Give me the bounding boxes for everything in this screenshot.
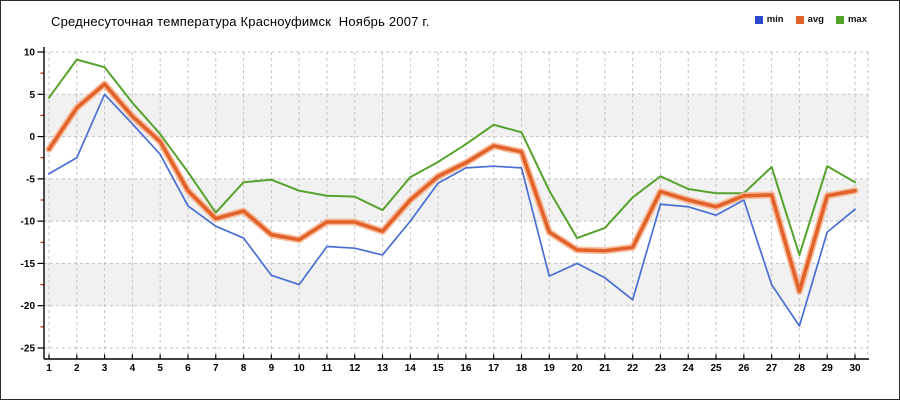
x-tick-label: 26 xyxy=(738,363,750,374)
legend-item-min: min xyxy=(754,14,784,25)
x-tick-label: 3 xyxy=(102,363,108,374)
legend-item-max: max xyxy=(835,14,867,25)
y-tick-label: 5 xyxy=(29,90,35,101)
x-tick-label: 12 xyxy=(349,363,361,374)
x-tick-label: 16 xyxy=(460,363,472,374)
legend: min avg max xyxy=(754,14,867,25)
x-tick-label: 5 xyxy=(157,363,163,374)
x-tick-label: 21 xyxy=(599,363,611,374)
x-tick-label: 4 xyxy=(130,363,136,374)
chart-title: Среднесуточная температура Красноуфимск … xyxy=(51,14,430,29)
series-max-line xyxy=(48,58,856,256)
x-tick-label: 30 xyxy=(849,363,861,374)
x-tick-label: 18 xyxy=(516,363,528,374)
x-tick-label: 6 xyxy=(185,363,191,374)
x-tick-label: 14 xyxy=(405,363,417,374)
x-tick-label: 28 xyxy=(794,363,806,374)
x-tick-label: 22 xyxy=(627,363,639,374)
x-tick-label: 11 xyxy=(322,363,333,374)
x-tick-label: 25 xyxy=(710,363,722,374)
x-tick-label: 15 xyxy=(433,363,445,374)
x-tick-label: 9 xyxy=(269,363,275,374)
legend-label-max: max xyxy=(847,14,867,25)
y-tick-label: -10 xyxy=(21,217,36,228)
series-min-line xyxy=(48,93,856,327)
y-tick-label: -5 xyxy=(26,174,35,185)
y-tick-label: -15 xyxy=(21,259,36,270)
x-tick-label: 29 xyxy=(822,363,834,374)
max-swatch-icon xyxy=(835,15,844,24)
y-tick-label: -25 xyxy=(21,344,36,355)
x-tick-label: 1 xyxy=(46,363,52,374)
legend-label-min: min xyxy=(766,14,784,25)
x-tick-label: 10 xyxy=(294,363,306,374)
x-tick-label: 7 xyxy=(213,363,219,374)
legend-label-avg: avg xyxy=(807,14,824,25)
y-tick-label: -20 xyxy=(21,301,36,312)
x-tick-label: 13 xyxy=(377,363,389,374)
x-tick-label: 8 xyxy=(241,363,247,374)
x-tick-label: 17 xyxy=(488,363,500,374)
band xyxy=(44,263,868,306)
x-tick-label: 24 xyxy=(683,363,695,374)
legend-item-avg: avg xyxy=(795,14,824,25)
y-tick-label: 10 xyxy=(24,48,36,59)
x-tick-label: 27 xyxy=(766,363,778,374)
min-swatch-icon xyxy=(754,15,763,24)
band xyxy=(44,94,868,137)
x-tick-label: 2 xyxy=(74,363,80,374)
y-tick-label: 0 xyxy=(29,132,35,143)
series-avg-line xyxy=(47,82,857,294)
x-tick-label: 20 xyxy=(572,363,584,374)
x-tick-label: 23 xyxy=(655,363,667,374)
avg-swatch-icon xyxy=(795,15,804,24)
x-tick-label: 19 xyxy=(544,363,556,374)
